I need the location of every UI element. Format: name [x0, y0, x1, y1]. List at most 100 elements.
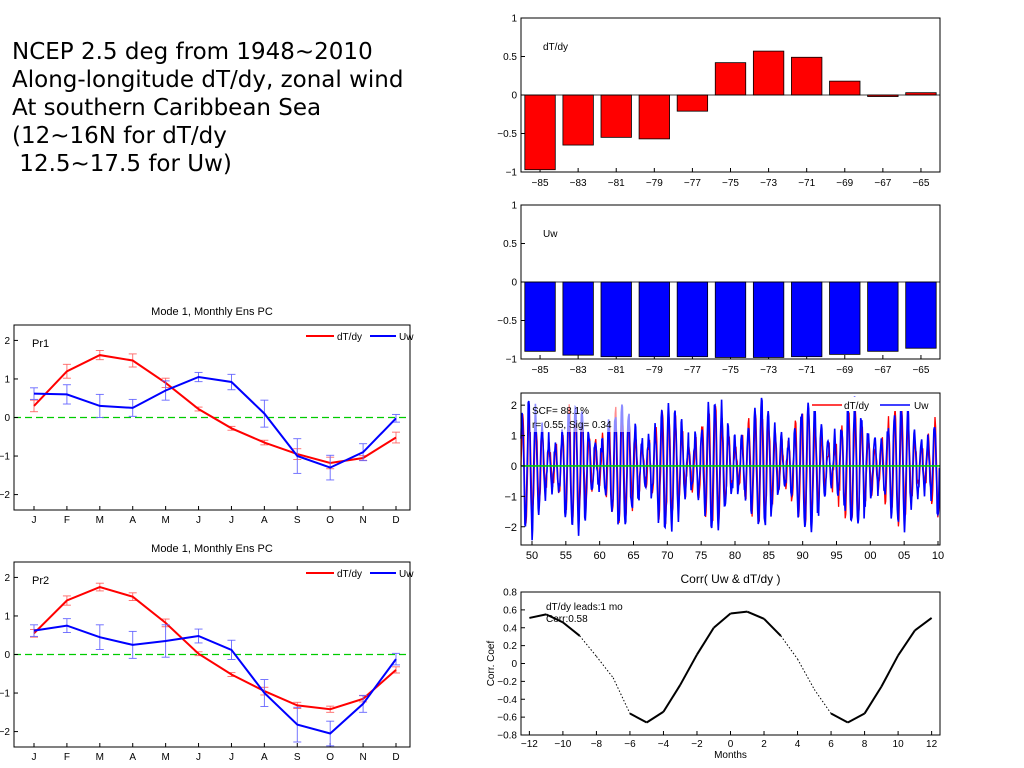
corr-segment-significant: [847, 712, 866, 724]
x-tick-label: −69: [836, 178, 853, 189]
legend-label-dtdy: dT/dy: [337, 332, 362, 343]
x-tick-label: 80: [729, 550, 741, 562]
bar: [600, 94, 632, 138]
corr-segment-insignificant: [612, 677, 631, 714]
x-tick-label: −77: [684, 178, 701, 189]
x-tick-label: M: [96, 515, 104, 526]
x-tick-label: −12: [521, 739, 538, 750]
x-tick-label: O: [326, 752, 334, 763]
panel-label: Pr1: [32, 338, 49, 350]
y-tick-label: 0.6: [503, 605, 517, 616]
y-tick-label: −1: [0, 452, 10, 463]
bar: [676, 281, 709, 358]
y-tick-label: −0.6: [497, 713, 517, 724]
annotation-bg: [530, 402, 630, 432]
x-tick-label: 8: [862, 739, 868, 750]
x-tick-label: −67: [874, 365, 891, 376]
chart-timeseries: −2 −1 0 1 2 50 55 60 65 70 75 80 85 90 95 00 05 10 SCF= 88…: [504, 392, 944, 562]
corr-segment-significant: [529, 613, 547, 619]
x-tick-label: −71: [798, 365, 815, 376]
bar: [638, 281, 670, 358]
chart-corr: Corr( Uw & dT/dy ) −0.8 −0.6 −0.4 −0.2 0 0.2 0.…: [486, 572, 941, 761]
x-tick-label: 90: [797, 550, 809, 562]
bar: [524, 94, 556, 171]
corr-segment-significant: [629, 712, 648, 724]
x-tick-label: 55: [560, 550, 572, 562]
x-tick-label: 10: [893, 739, 905, 750]
x-tick-label: F: [64, 752, 70, 763]
y-tick-label: −2: [0, 727, 10, 738]
series-line-dtdy: [33, 354, 397, 465]
x-tick-label: 60: [594, 550, 606, 562]
x-tick-label: −2: [691, 739, 703, 750]
y-tick-label: 0: [511, 659, 517, 670]
x-tick-label: −79: [646, 178, 663, 189]
desc-line: NCEP 2.5 deg from 1948~2010: [12, 39, 373, 65]
y-tick-label: 0.5: [503, 239, 517, 250]
legend-bg: [812, 397, 938, 411]
corr-segment-insignificant: [813, 689, 832, 714]
bar: [714, 62, 747, 96]
x-tick-label: −77: [684, 365, 701, 376]
chart-title: Mode 1, Monthly Ens PC: [151, 543, 273, 555]
y-tick-label: 0: [511, 461, 517, 473]
corr-segment-significant: [730, 610, 748, 615]
x-tick-label: −81: [608, 365, 625, 376]
legend-label-uw: Uw: [399, 569, 414, 580]
y-tick-label: 1: [4, 374, 10, 385]
x-tick-label: N: [359, 515, 366, 526]
x-tick-label: J: [229, 515, 234, 526]
y-tick-label: −2: [0, 490, 10, 501]
desc-line: 12.5~17.5 for Uw): [12, 151, 232, 177]
x-tick-label: D: [392, 752, 399, 763]
corr-segment-insignificant: [596, 656, 614, 679]
x-tick-label: −81: [608, 178, 625, 189]
x-tick-label: 2: [761, 739, 767, 750]
x-tick-label: −69: [836, 365, 853, 376]
bar: [676, 94, 709, 112]
corr-segment-significant: [830, 712, 849, 724]
chart-dtdy-bars: −1 −0.5 0 0.5 1 −85 −83 −81 −79 −77 −75 −73 −71 −69 −6…: [497, 14, 941, 189]
slide-description: NCEP 2.5 deg from 1948~2010 Along-longit…: [12, 38, 482, 178]
chart-title: Mode 1, Monthly Ens PC: [151, 306, 273, 318]
x-tick-label: A: [129, 752, 136, 763]
series-line-uw: [33, 375, 397, 469]
bar: [714, 281, 747, 358]
x-tick-label: −67: [874, 178, 891, 189]
legend-label-uw: Uw: [914, 401, 929, 412]
y-tick-label: 2: [4, 336, 10, 347]
bar: [600, 281, 632, 358]
series-line-uw: [520, 396, 941, 541]
panel-label: Uw: [543, 229, 558, 240]
x-tick-label: 4: [795, 739, 801, 750]
y-tick-label: −1: [504, 491, 517, 503]
x-tick-label: 10: [932, 550, 944, 562]
x-tick-label: −6: [624, 739, 636, 750]
x-tick-label: 12: [926, 739, 938, 750]
x-tick-label: 70: [661, 550, 673, 562]
y-tick-label: 0.2: [503, 641, 517, 652]
corr-segment-significant: [545, 613, 564, 624]
bar: [905, 281, 937, 349]
x-tick-label: −65: [912, 365, 929, 376]
y-tick-label: −0.8: [497, 731, 517, 742]
chart-title: Corr( Uw & dT/dy ): [680, 572, 780, 586]
x-tick-label: A: [261, 752, 268, 763]
y-tick-label: −0.5: [497, 129, 517, 140]
y-tick-label: 0.4: [503, 623, 517, 634]
x-tick-label: 95: [830, 550, 842, 562]
corr-segment-significant: [914, 617, 933, 632]
corr-segment-significant: [696, 627, 715, 656]
y-tick-label: −0.2: [497, 677, 517, 688]
bar: [867, 281, 899, 352]
x-tick-label: 6: [828, 739, 834, 750]
x-tick-label: F: [64, 515, 70, 526]
y-tick-label: −2: [504, 522, 517, 534]
x-tick-label: M: [161, 752, 169, 763]
annotation-lead: dT/dy leads:1 mo: [546, 602, 623, 613]
x-tick-label: 75: [695, 550, 707, 562]
y-tick-label: −1: [0, 689, 10, 700]
timeseries-frame: [520, 392, 941, 546]
bar: [752, 281, 785, 358]
